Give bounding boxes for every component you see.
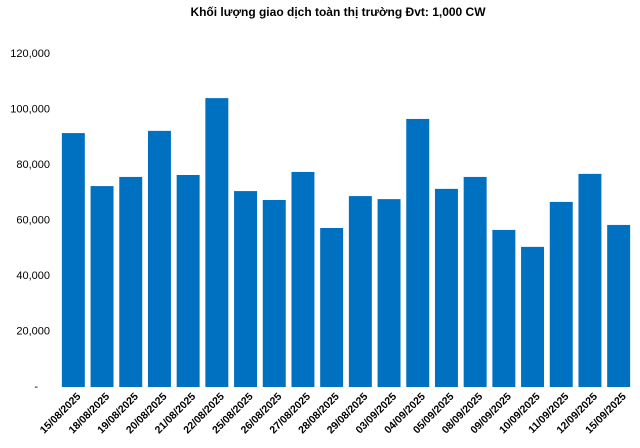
bar (61, 133, 85, 387)
bar (320, 227, 344, 387)
bar (377, 199, 401, 387)
bar (521, 246, 545, 387)
bar (147, 130, 171, 387)
y-tick-label: 80,000 (16, 159, 50, 171)
bar (463, 176, 487, 387)
bar (119, 176, 143, 387)
y-tick-label: 40,000 (16, 270, 50, 282)
y-tick-label: 120,000 (10, 48, 50, 60)
bar (90, 186, 114, 387)
bar (549, 201, 573, 387)
bar (262, 199, 286, 387)
y-tick-label: 100,000 (10, 103, 50, 115)
bar (234, 191, 258, 387)
y-tick-label: 60,000 (16, 214, 50, 226)
bar (578, 173, 602, 387)
y-tick-label: 20,000 (16, 325, 50, 337)
bar (406, 118, 430, 387)
bar (348, 196, 372, 387)
bar (291, 171, 315, 387)
bar (176, 174, 200, 387)
bar (492, 229, 516, 387)
bar (205, 98, 229, 387)
bar (434, 188, 458, 387)
y-tick-label: - (34, 381, 38, 393)
bar (607, 224, 631, 387)
chart-title: Khối lượng giao dịch toàn thị trường Đvt… (190, 5, 486, 19)
